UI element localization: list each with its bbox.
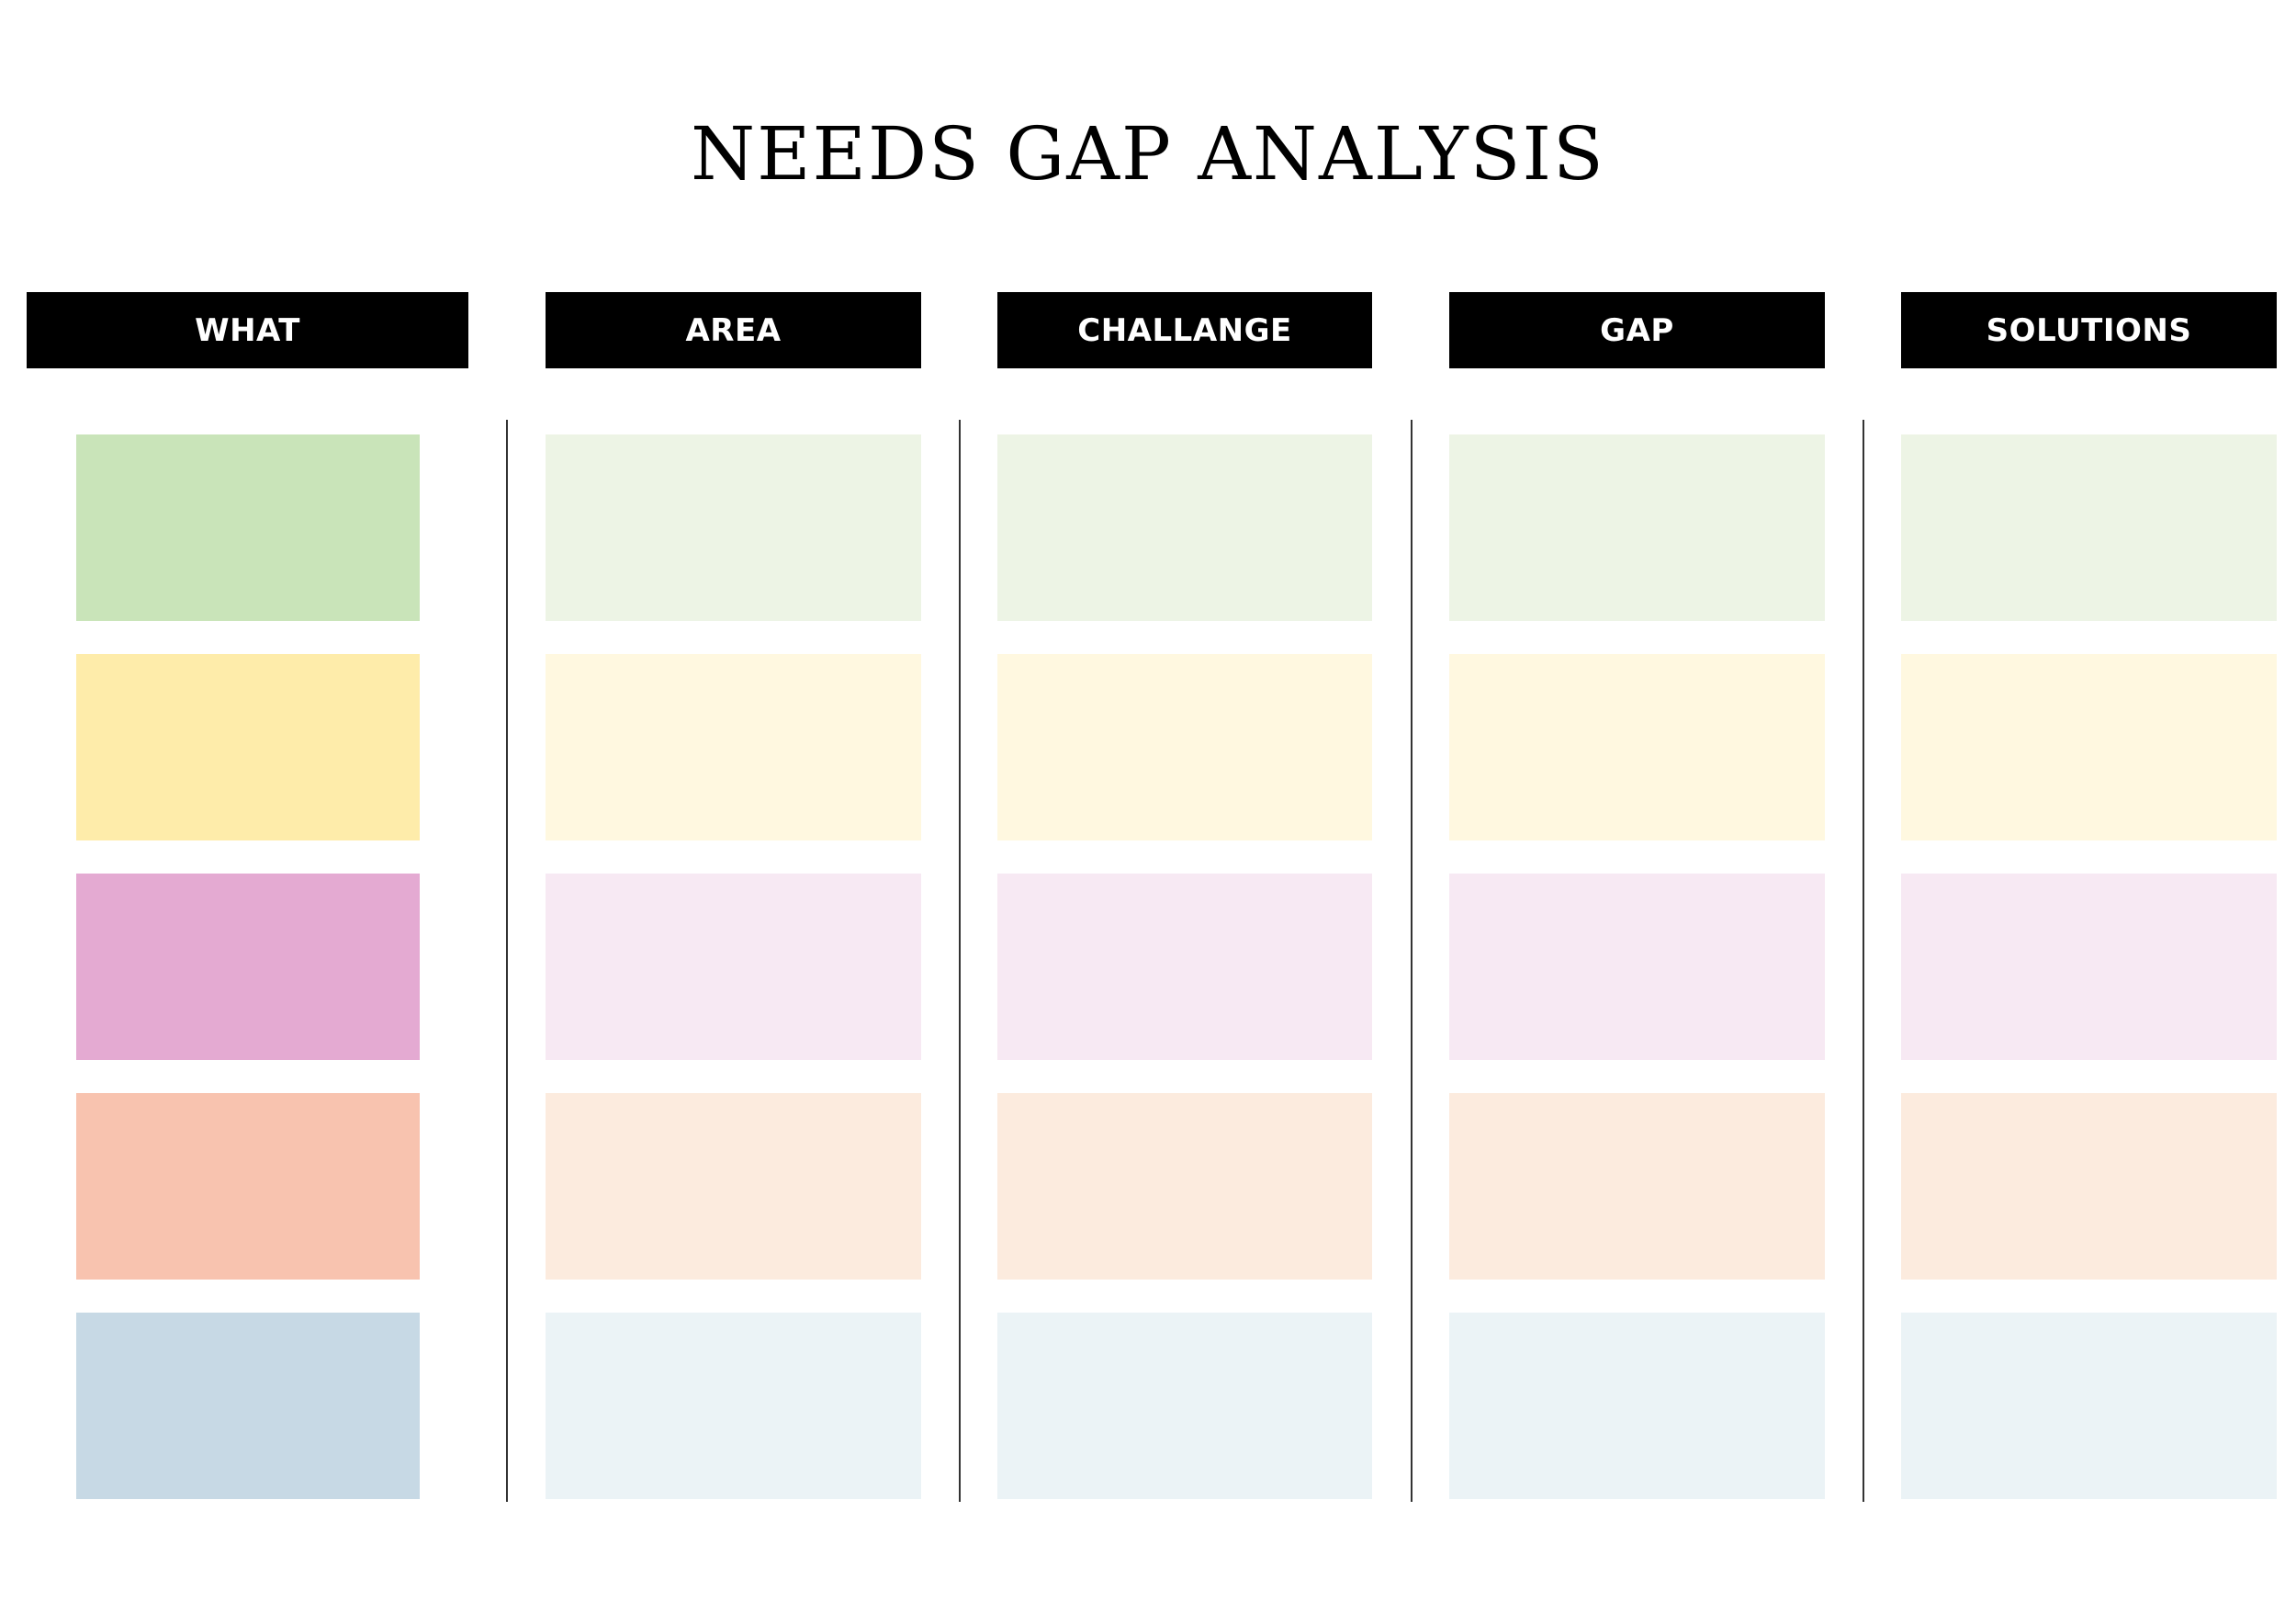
column-header-gap: GAP bbox=[1449, 292, 1825, 368]
cell-gap-row-4 bbox=[1449, 1093, 1825, 1280]
cell-challange-row-3 bbox=[997, 874, 1372, 1060]
cell-what-row-3 bbox=[76, 874, 420, 1060]
cell-solutions-row-5 bbox=[1901, 1313, 2277, 1499]
cell-challange-row-1 bbox=[997, 434, 1372, 621]
column-header-solutions: SOLUTIONS bbox=[1901, 292, 2277, 368]
column-divider bbox=[506, 420, 508, 1502]
cell-challange-row-4 bbox=[997, 1093, 1372, 1280]
cell-area-row-2 bbox=[546, 654, 921, 840]
cell-challange-row-5 bbox=[997, 1313, 1372, 1499]
cell-solutions-row-3 bbox=[1901, 874, 2277, 1060]
column-divider bbox=[1411, 420, 1412, 1502]
page-title: NEEDS GAP ANALYSIS bbox=[691, 111, 1605, 197]
cell-what-row-1 bbox=[76, 434, 420, 621]
cell-area-row-4 bbox=[546, 1093, 921, 1280]
cell-challange-row-2 bbox=[997, 654, 1372, 840]
column-header-area: AREA bbox=[546, 292, 921, 368]
cell-what-row-5 bbox=[76, 1313, 420, 1499]
column-header-challange: CHALLANGE bbox=[997, 292, 1372, 368]
cell-area-row-3 bbox=[546, 874, 921, 1060]
cell-area-row-5 bbox=[546, 1313, 921, 1499]
cell-gap-row-3 bbox=[1449, 874, 1825, 1060]
cell-gap-row-2 bbox=[1449, 654, 1825, 840]
cell-solutions-row-1 bbox=[1901, 434, 2277, 621]
cell-what-row-4 bbox=[76, 1093, 420, 1280]
cell-gap-row-1 bbox=[1449, 434, 1825, 621]
cell-area-row-1 bbox=[546, 434, 921, 621]
column-divider bbox=[1863, 420, 1864, 1502]
column-divider bbox=[959, 420, 961, 1502]
cell-solutions-row-4 bbox=[1901, 1093, 2277, 1280]
cell-gap-row-5 bbox=[1449, 1313, 1825, 1499]
cell-solutions-row-2 bbox=[1901, 654, 2277, 840]
column-header-what: WHAT bbox=[27, 292, 468, 368]
cell-what-row-2 bbox=[76, 654, 420, 840]
